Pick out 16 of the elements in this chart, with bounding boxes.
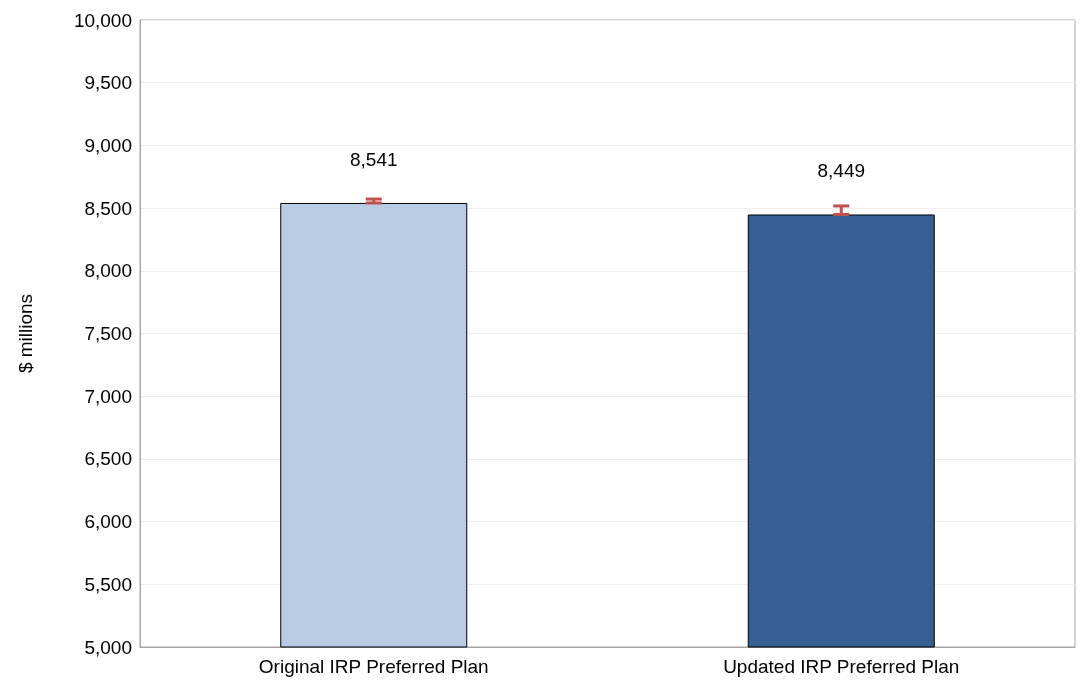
data-label: 8,449	[817, 160, 866, 182]
y-tick-label: 6,500	[84, 448, 132, 470]
y-tick-label: 5,500	[84, 573, 132, 595]
data-label: 8,541	[349, 148, 398, 170]
x-tick-label: Original IRP Preferred Plan	[258, 656, 489, 677]
y-tick-label: 7,000	[84, 385, 132, 407]
y-tick-label: 8,000	[84, 260, 132, 282]
y-tick-label: 7,500	[84, 323, 132, 344]
y-tick-label: 5,000	[84, 636, 132, 658]
y-tick-label: 6,000	[84, 511, 132, 533]
y-tick-label: 9,000	[84, 134, 132, 156]
y-axis-title: $ millions	[15, 293, 36, 374]
x-tick-label: Updated IRP Preferred Plan	[723, 656, 960, 677]
y-tick-label: 10,000	[73, 9, 132, 31]
y-tick-label: 8,500	[84, 197, 132, 219]
y-tick-label: 9,500	[84, 72, 132, 94]
